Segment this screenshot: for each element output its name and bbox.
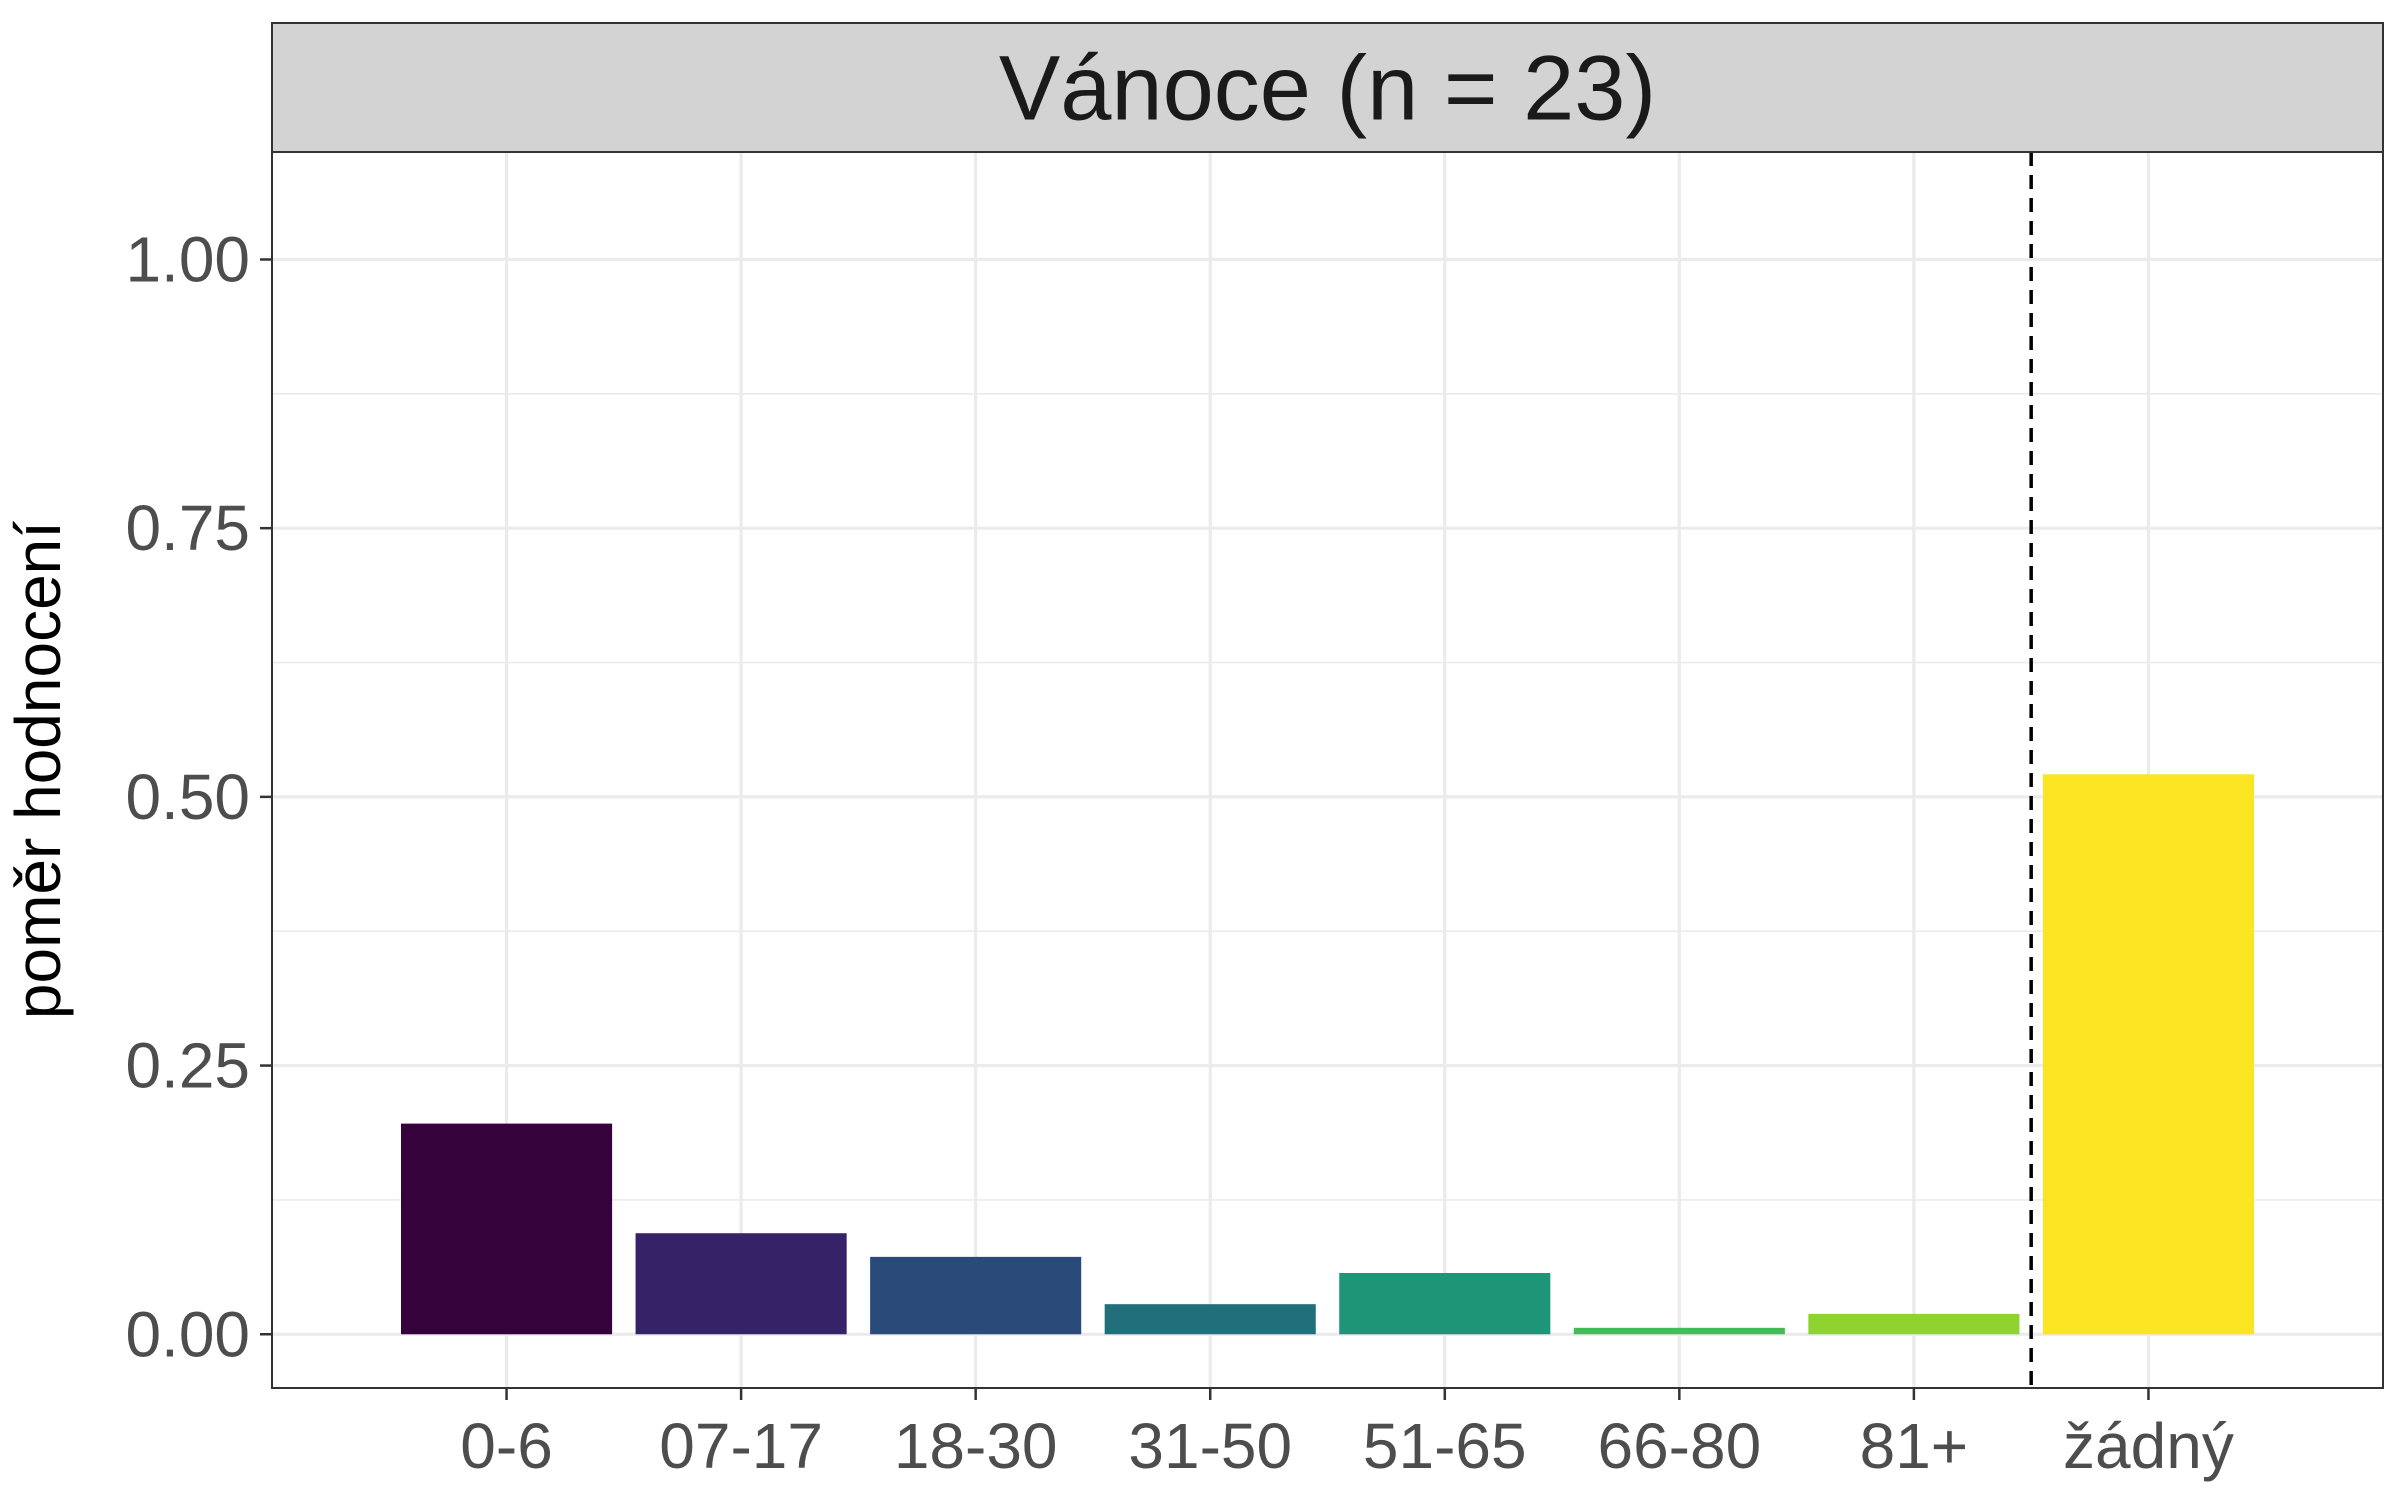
x-axis: 0-6 07-17 18-30 31-50 51-65 66-80 81+ žádný [460, 1388, 2234, 1482]
y-tick-label: 0.25 [125, 1030, 250, 1102]
x-tick-label: 18-30 [894, 1410, 1058, 1482]
bar [1339, 1272, 1551, 1335]
y-axis: 0.00 0.25 0.50 0.75 1.00 [125, 223, 272, 1370]
y-tick-label: 0.00 [125, 1298, 250, 1370]
x-tick-label: 0-6 [460, 1410, 553, 1482]
bar [870, 1256, 1082, 1335]
facet-strip [271, 22, 2384, 153]
y-tick-label: 1.00 [125, 223, 250, 295]
x-tick-label: 81+ [1860, 1410, 1969, 1482]
bar [1808, 1313, 2020, 1335]
x-tick-label: 31-50 [1128, 1410, 1292, 1482]
bar [635, 1233, 847, 1335]
bar [1104, 1304, 1316, 1335]
facet-title: Vánoce (n = 23) [999, 38, 1656, 140]
bar [1573, 1327, 1785, 1335]
x-tick-label: žádný [2063, 1410, 2234, 1482]
y-tick-label: 0.75 [125, 492, 250, 564]
x-tick-label: 51-65 [1363, 1410, 1527, 1482]
y-axis-title: poměr hodnocení [2, 521, 74, 1019]
bar [401, 1123, 613, 1335]
y-tick-label: 0.50 [125, 761, 250, 833]
grid-lines [272, 152, 2383, 1388]
bar [2042, 774, 2254, 1335]
x-tick-label: 66-80 [1597, 1410, 1761, 1482]
x-tick-label: 07-17 [659, 1410, 823, 1482]
bars [401, 774, 2254, 1335]
